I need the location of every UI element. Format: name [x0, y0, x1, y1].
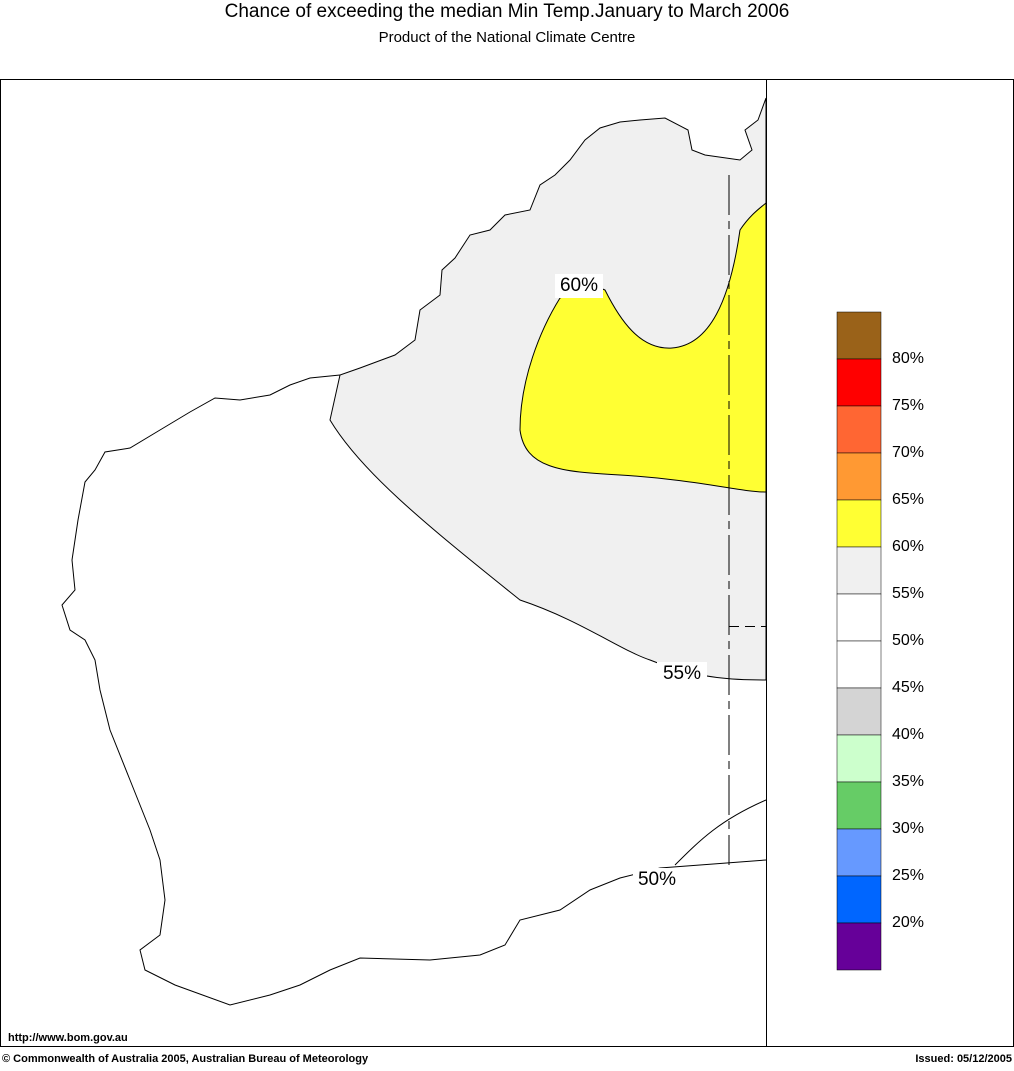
legend-label: 80% — [892, 350, 924, 367]
legend-label: 30% — [892, 820, 924, 837]
contour-label: 60% — [560, 275, 598, 296]
title: Chance of exceeding the median Min Temp.… — [225, 1, 790, 22]
label-bg — [555, 274, 603, 298]
legend-swatch — [836, 405, 882, 454]
legend-swatch — [836, 640, 882, 689]
legend: 80% 75% 70% 65% 60% 55% 50% 45% 40% 35% 30% 25% 20% — [836, 311, 924, 971]
coastline — [61, 374, 767, 1006]
legend-label: 25% — [892, 867, 924, 884]
subtitle: Product of the National Climate Centre — [379, 29, 636, 46]
issued: Issued: 05/12/2005 — [915, 1053, 1012, 1065]
legend-label: 55% — [892, 585, 924, 602]
region-60-65 — [519, 201, 767, 493]
legend-label: 35% — [892, 773, 924, 790]
legend-swatch — [836, 687, 882, 736]
legend-swatch — [836, 781, 882, 830]
contour-label: 50% — [638, 869, 676, 890]
legend-swatch — [836, 593, 882, 642]
contour-label: 55% — [663, 663, 701, 684]
legend-swatch — [836, 875, 882, 924]
legend-swatch — [836, 922, 882, 971]
legend-label: 75% — [892, 397, 924, 414]
legend-swatch — [836, 358, 882, 407]
url: http://www.bom.gov.au — [8, 1032, 128, 1044]
legend-label: 65% — [892, 491, 924, 508]
legend-swatch — [836, 546, 882, 595]
copyright: © Commonwealth of Australia 2005, Austra… — [2, 1053, 369, 1065]
legend-label: 45% — [892, 679, 924, 696]
legend-swatch — [836, 828, 882, 877]
contour-50 — [674, 799, 767, 866]
legend-swatch — [836, 311, 882, 360]
legend-swatch — [836, 499, 882, 548]
label-bg — [657, 662, 707, 686]
legend-label: 60% — [892, 538, 924, 555]
legend-swatch — [836, 452, 882, 501]
label-bg — [633, 868, 683, 892]
legend-label: 40% — [892, 726, 924, 743]
legend-label: 50% — [892, 632, 924, 649]
legend-label: 20% — [892, 914, 924, 931]
legend-label: 70% — [892, 444, 924, 461]
legend-swatch — [836, 734, 882, 783]
map: 60% 55% 50% — [61, 97, 767, 1006]
